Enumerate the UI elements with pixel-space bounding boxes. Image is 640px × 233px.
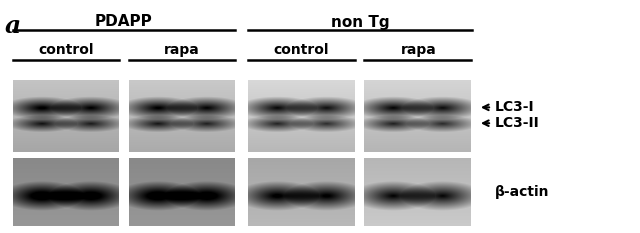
Text: control: control — [274, 43, 329, 57]
Text: rapa: rapa — [401, 43, 436, 57]
Text: non Tg: non Tg — [331, 14, 389, 30]
Text: LC3-II: LC3-II — [495, 116, 540, 130]
Text: control: control — [38, 43, 93, 57]
Text: β-actin: β-actin — [495, 185, 550, 199]
Text: a: a — [5, 14, 21, 38]
Text: rapa: rapa — [164, 43, 200, 57]
Text: PDAPP: PDAPP — [95, 14, 153, 30]
Text: LC3-I: LC3-I — [495, 100, 534, 114]
